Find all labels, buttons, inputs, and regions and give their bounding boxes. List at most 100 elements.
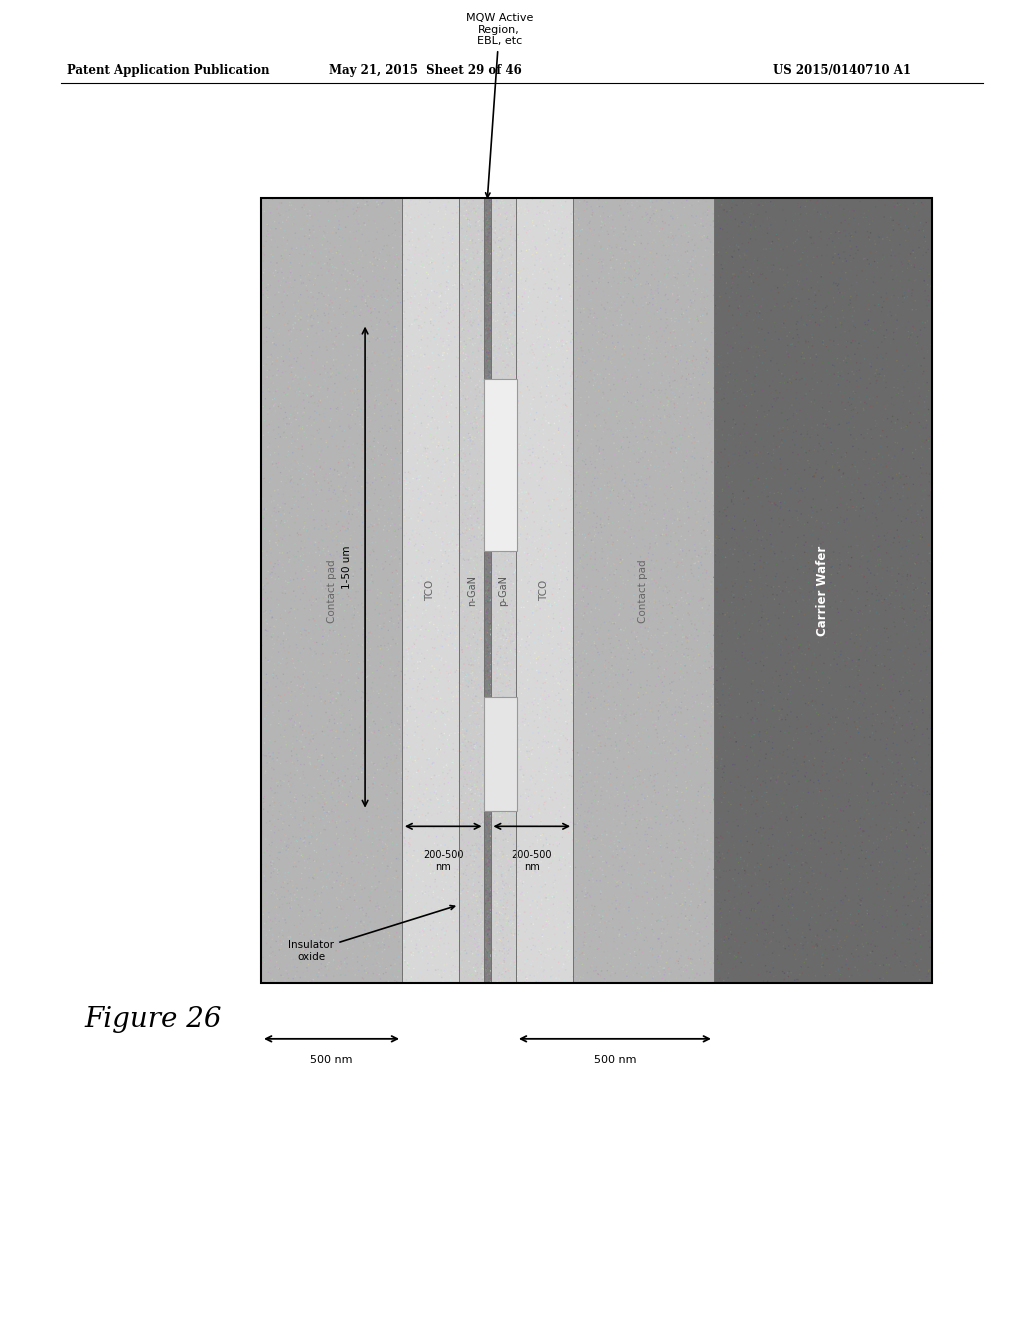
Point <box>481 940 498 961</box>
Point <box>830 210 847 231</box>
Point <box>460 261 476 282</box>
Point <box>573 418 590 440</box>
Point <box>480 965 497 986</box>
Point <box>678 239 694 260</box>
Point <box>467 632 483 653</box>
Point <box>383 442 399 463</box>
Point <box>478 632 495 653</box>
Point <box>628 946 644 968</box>
Point <box>571 729 588 750</box>
Point <box>579 491 595 512</box>
Point <box>579 704 595 725</box>
Point <box>411 627 427 648</box>
Point <box>623 504 639 525</box>
Point <box>494 680 510 701</box>
Point <box>846 904 862 925</box>
Point <box>616 780 633 801</box>
Point <box>623 294 639 315</box>
Point <box>295 226 311 247</box>
Point <box>756 327 772 348</box>
Point <box>280 379 296 400</box>
Point <box>476 223 493 244</box>
Point <box>826 898 843 919</box>
Point <box>613 246 630 267</box>
Point <box>690 356 707 378</box>
Point <box>334 491 350 512</box>
Point <box>407 566 423 587</box>
Point <box>482 705 499 726</box>
Point <box>898 508 914 529</box>
Point <box>636 231 652 252</box>
Point <box>649 251 666 272</box>
Point <box>319 886 336 907</box>
Point <box>271 792 288 813</box>
Point <box>816 821 833 842</box>
Point <box>527 948 544 969</box>
Point <box>584 895 600 916</box>
Point <box>304 867 321 888</box>
Point <box>697 397 714 418</box>
Point <box>691 912 708 933</box>
Point <box>499 323 515 345</box>
Point <box>490 473 507 494</box>
Point <box>851 669 867 690</box>
Point <box>453 330 469 351</box>
Point <box>857 312 873 333</box>
Point <box>820 581 837 602</box>
Point <box>648 678 665 700</box>
Point <box>880 523 896 544</box>
Point <box>660 618 677 639</box>
Point <box>725 255 741 276</box>
Point <box>332 639 348 660</box>
Point <box>508 292 524 313</box>
Point <box>444 799 461 820</box>
Point <box>378 784 394 805</box>
Point <box>663 742 679 763</box>
Point <box>614 865 631 886</box>
Point <box>593 888 609 909</box>
Point <box>609 326 626 347</box>
Point <box>441 499 458 520</box>
Point <box>611 841 628 862</box>
Point <box>268 510 285 531</box>
Point <box>319 742 336 763</box>
Point <box>519 202 536 223</box>
Point <box>611 282 628 304</box>
Point <box>335 704 351 725</box>
Point <box>604 668 621 689</box>
Point <box>422 817 438 838</box>
Point <box>392 553 409 574</box>
Point <box>263 261 280 282</box>
Point <box>552 285 568 306</box>
Point <box>489 194 506 215</box>
Point <box>478 549 495 570</box>
Point <box>482 536 499 557</box>
Point <box>715 717 731 738</box>
Point <box>727 539 743 560</box>
Point <box>776 404 793 425</box>
Point <box>696 781 713 803</box>
Point <box>473 784 489 805</box>
Point <box>703 697 720 718</box>
Point <box>819 296 836 317</box>
Point <box>847 684 863 705</box>
Point <box>318 706 335 727</box>
Point <box>399 426 416 447</box>
Point <box>849 715 865 737</box>
Point <box>278 578 294 599</box>
Point <box>755 689 771 710</box>
Point <box>296 531 312 552</box>
Point <box>458 323 474 345</box>
Point <box>738 793 755 814</box>
Point <box>302 397 318 418</box>
Point <box>670 510 686 531</box>
Point <box>733 913 750 935</box>
Point <box>501 759 517 780</box>
Point <box>312 445 329 466</box>
Point <box>259 488 275 510</box>
Point <box>474 721 490 742</box>
Point <box>714 389 730 411</box>
Point <box>607 253 624 275</box>
Point <box>473 723 489 744</box>
Point <box>550 582 566 603</box>
